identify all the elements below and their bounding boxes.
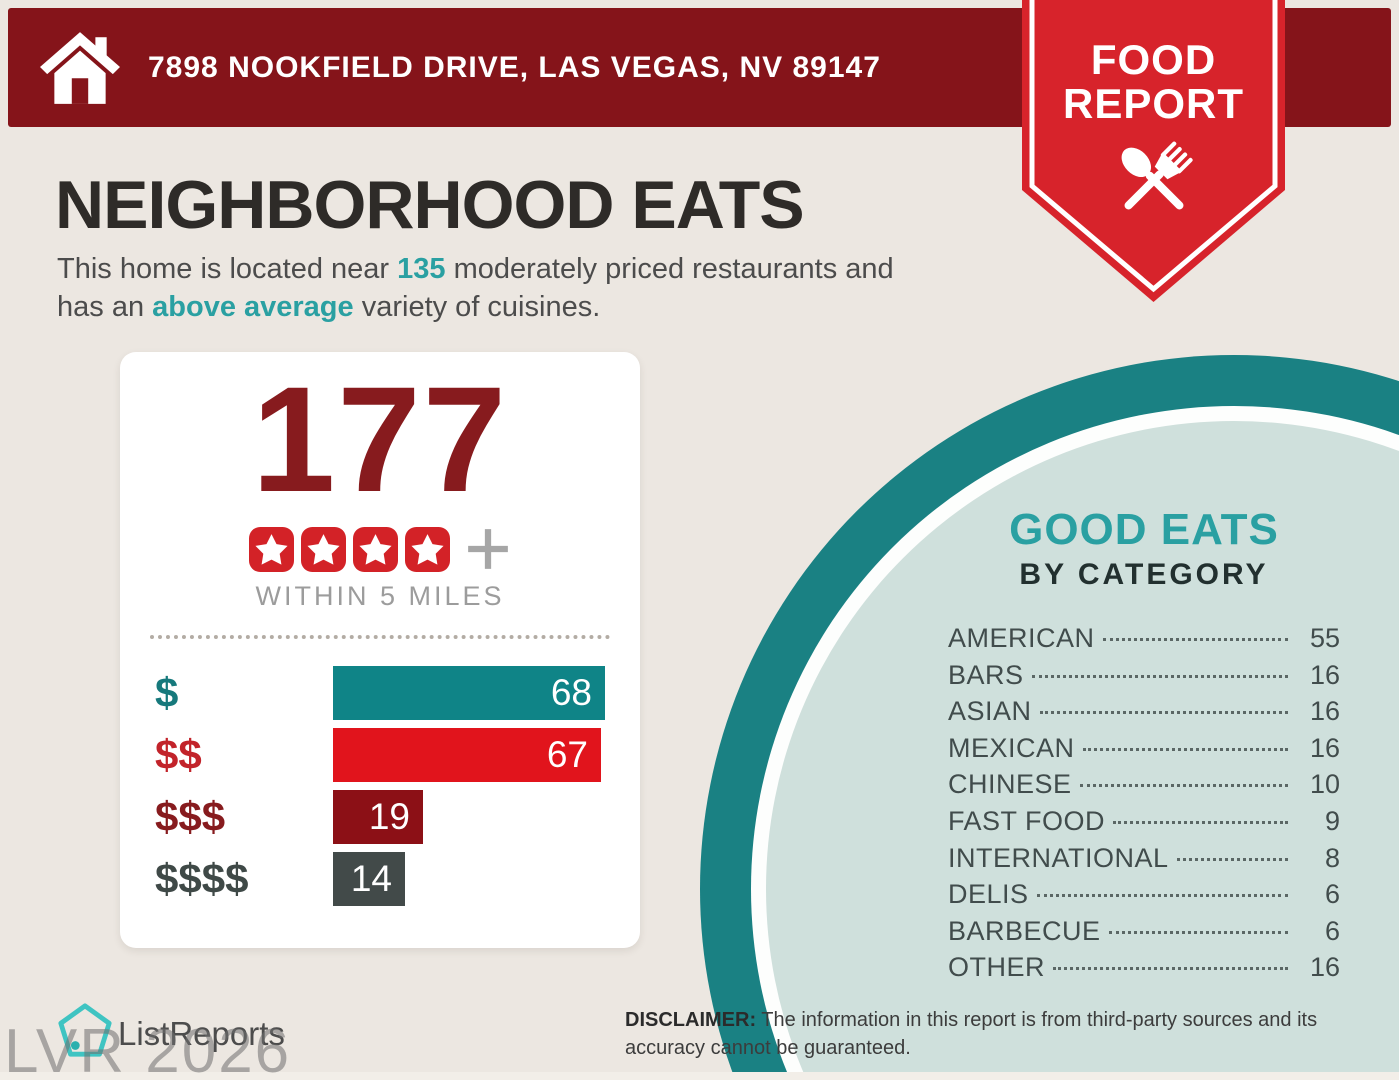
listreports-logo: ListReports [56, 1000, 285, 1067]
star-icon [301, 526, 346, 572]
badge-line1: FOOD [1090, 36, 1217, 83]
flyer-bottom-edge [0, 1072, 1399, 1080]
category-label: MEXICAN [948, 732, 1075, 763]
dotted-leader [1079, 784, 1288, 788]
dotted-leader [1031, 674, 1288, 678]
brand-name: ListReports [118, 1014, 285, 1052]
category-row: OTHER 16 [948, 952, 1340, 989]
good-eats-section: GOOD EATS BY CATEGORY AMERICAN 55 BARS 16 AS… [948, 505, 1340, 989]
category-label: BARBECUE [948, 915, 1101, 946]
price-bar-row: $$ 67 [120, 728, 640, 782]
category-label: ASIAN [948, 696, 1032, 727]
category-row: ASIAN 16 [948, 696, 1340, 733]
category-value: 9 [1324, 805, 1340, 836]
category-value: 16 [1309, 732, 1340, 763]
page-title: NEIGHBORHOOD EATS [55, 167, 805, 243]
badge-line2: REPORT [1062, 80, 1244, 127]
food-report-badge: FOOD REPORT [1022, 0, 1285, 302]
restaurant-count: 135 [397, 253, 446, 285]
category-row: AMERICAN 55 [948, 623, 1340, 660]
dotted-leader [1108, 930, 1288, 934]
intro-text: This home is located near 135 moderately… [57, 250, 894, 326]
plus-icon [468, 529, 508, 569]
price-tier-value: 67 [546, 734, 588, 775]
dotted-leader [1053, 967, 1288, 971]
price-tier-value: 68 [550, 672, 592, 713]
intro-line1-post: moderately priced restaurants and [445, 253, 894, 285]
good-eats-subtitle: BY CATEGORY [1019, 558, 1269, 591]
category-row: MEXICAN 16 [948, 733, 1340, 770]
price-tier-bar: 19 [333, 790, 423, 844]
price-bar-row: $$$$ 14 [120, 852, 640, 906]
good-eats-title: GOOD EATS [1009, 505, 1279, 554]
price-tier-value: 14 [350, 858, 392, 899]
dotted-leader [1082, 747, 1288, 751]
star-icon [249, 526, 294, 572]
category-row: INTERNATIONAL 8 [948, 843, 1340, 880]
restaurant-stats-card: 177 WITHIN 5 MILES $68 $$ 67 $$$ 19 $$$$ 14 [120, 352, 640, 948]
category-value: 16 [1309, 659, 1340, 690]
dotted-leader [1176, 857, 1288, 861]
intro-line1-pre: This home is located near [57, 253, 398, 285]
dotted-leader [1036, 894, 1288, 898]
star-icon [353, 526, 398, 572]
home-icon [40, 32, 120, 109]
badge-title: FOOD REPORT [1022, 38, 1285, 126]
intro-line2-pre: has an [57, 291, 153, 323]
price-tier-bar: 14 [333, 852, 405, 906]
total-restaurants: 177 [251, 355, 509, 523]
category-row: BARS 16 [948, 660, 1340, 697]
category-label: INTERNATIONAL [948, 842, 1169, 873]
price-tier-bar: 68 [333, 666, 605, 720]
category-value: 55 [1309, 623, 1340, 653]
star-icon [405, 526, 450, 572]
dotted-leader [1102, 638, 1288, 641]
category-list: AMERICAN 55 BARS 16 ASIAN 16 MEXICAN 16 CHINESE 1… [948, 623, 1340, 989]
watermark: LVR 2026 [4, 1017, 292, 1080]
star-rating [120, 526, 640, 572]
radius-caption: WITHIN 5 MILES [255, 581, 505, 611]
pentagon-logo-icon [56, 1000, 114, 1067]
disclaimer-line2: accuracy cannot be guaranteed. [625, 1037, 911, 1059]
price-bar-row: $68 [120, 666, 640, 720]
category-value: 16 [1309, 696, 1340, 727]
category-label: BARS [948, 659, 1024, 690]
dotted-divider [150, 635, 610, 639]
category-label: DELIS [948, 879, 1029, 910]
category-value: 6 [1324, 879, 1340, 910]
price-tier-label: $ [155, 669, 179, 716]
disclaimer: DISCLAIMER: The information in this repo… [625, 1006, 1365, 1062]
disclaimer-label: DISCLAIMER: [625, 1009, 757, 1031]
price-tier-label: $$$ [155, 793, 226, 840]
category-value: 8 [1324, 842, 1340, 873]
category-label: AMERICAN [948, 623, 1095, 653]
price-tier-label: $$$$ [155, 855, 249, 902]
dotted-leader [1039, 711, 1288, 715]
pennant-shape [1022, 0, 1285, 302]
intro-line2-post: variety of cuisines. [353, 291, 601, 323]
variety-highlight: above average [152, 291, 354, 323]
category-value: 6 [1324, 915, 1340, 946]
price-tier-bar: 67 [333, 728, 601, 782]
category-row: DELIS 6 [948, 879, 1340, 916]
price-tier-chart: $68 $$ 67 $$$ 19 $$$$ 14 [120, 666, 640, 914]
price-tier-label: $$ [155, 731, 202, 778]
category-label: CHINESE [948, 769, 1072, 800]
utensils-icon [1102, 134, 1206, 231]
property-address: 7898 NOOKFIELD DRIVE, LAS VEGAS, NV 8914… [148, 50, 881, 84]
dotted-leader [1113, 820, 1288, 824]
category-value: 16 [1309, 952, 1340, 983]
price-bar-row: $$$ 19 [120, 790, 640, 844]
category-label: OTHER [948, 952, 1045, 983]
category-label: FAST FOOD [948, 805, 1106, 836]
category-row: FAST FOOD 9 [948, 806, 1340, 843]
disclaimer-line1: The information in this report is from t… [756, 1009, 1318, 1031]
category-row: CHINESE 10 [948, 769, 1340, 806]
category-row: BARBECUE 6 [948, 916, 1340, 953]
teal-circle-ring [700, 355, 1399, 1080]
price-tier-value: 19 [368, 796, 410, 837]
category-value: 10 [1309, 769, 1340, 800]
